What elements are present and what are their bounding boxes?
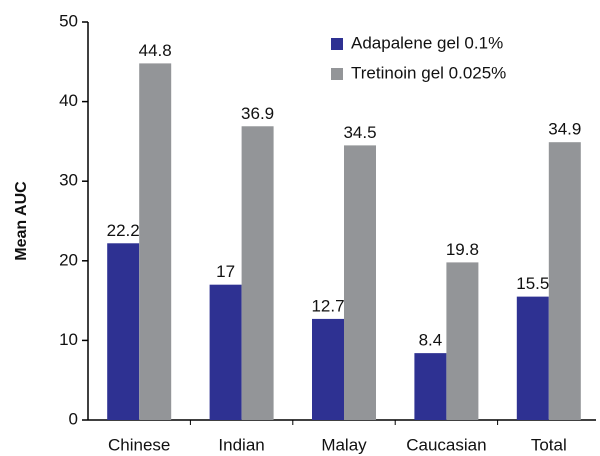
x-tick-label: Chinese [108, 435, 170, 454]
bar [107, 243, 140, 420]
value-label: 44.8 [139, 41, 172, 60]
bar [516, 296, 549, 420]
bar [414, 353, 447, 420]
x-tick-label: Malay [321, 435, 367, 454]
value-label: 15.5 [516, 274, 549, 293]
value-label: 34.9 [548, 120, 581, 139]
value-label: 34.5 [343, 123, 376, 142]
bar [548, 142, 581, 421]
value-label: 17 [216, 262, 235, 281]
legend-swatch [331, 68, 343, 80]
bar [241, 126, 274, 420]
value-label: 19.8 [446, 240, 479, 259]
y-tick-label: 10 [59, 330, 78, 349]
value-label: 22.2 [107, 221, 140, 240]
legend-label: Adapalene gel 0.1% [351, 33, 503, 52]
y-tick-label: 0 [69, 409, 78, 428]
value-label: 36.9 [241, 104, 274, 123]
bar [312, 318, 344, 420]
value-label: 8.4 [419, 331, 443, 350]
legend-swatch [331, 38, 343, 50]
legend-label: Tretinoin gel 0.025% [351, 63, 506, 82]
x-tick-label: Caucasian [406, 435, 486, 454]
y-tick-label: 30 [59, 171, 78, 190]
y-tick-label: 50 [59, 11, 78, 30]
value-label: 12.7 [311, 296, 344, 315]
x-tick-label: Total [531, 435, 567, 454]
y-axis-label: Mean AUC [13, 181, 30, 261]
bar [344, 145, 376, 420]
bar [139, 63, 172, 420]
bar [446, 262, 479, 420]
x-tick-label: Indian [218, 435, 264, 454]
y-tick-label: 20 [59, 250, 78, 269]
bar [209, 284, 242, 420]
y-tick-label: 40 [59, 91, 78, 110]
